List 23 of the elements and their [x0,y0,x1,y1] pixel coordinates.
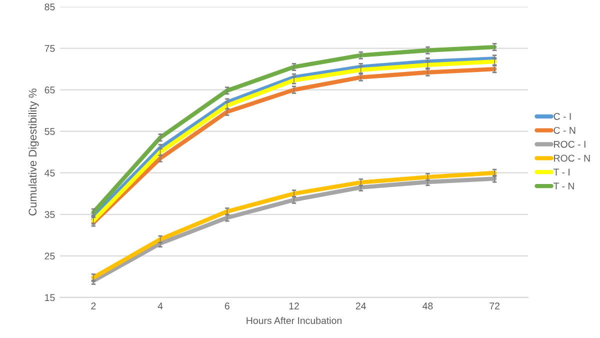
legend-label: C - N [554,126,576,134]
y-tick-label: 25 [44,252,55,260]
x-tick-label: 72 [490,302,500,310]
legend-label: C - I [554,113,571,120]
legend-label: T - I [553,168,570,176]
legend-label: T - N [553,182,574,190]
x-tick-label: 6 [224,302,230,310]
x-tick-label: 48 [422,302,433,310]
x-axis-title: Hours After Incubation [246,316,342,324]
x-tick-label: 24 [356,302,366,310]
legend-label: ROC - I [554,140,586,148]
x-tick-label: 4 [158,302,163,310]
legend-label: ROC - N [554,154,590,162]
x-tick-label: 2 [91,302,96,310]
y-tick-label: 55 [44,128,55,135]
y-tick-label: 65 [44,86,55,94]
y-tick-label: 15 [45,294,55,302]
x-tick-label: 12 [289,302,299,310]
y-axis-title: Cumulative Digestibility % [28,88,39,216]
y-tick-label: 85 [44,3,55,10]
y-tick-label: 35 [44,211,55,218]
y-tick-label: 75 [44,45,55,52]
y-tick-label: 45 [44,170,55,176]
